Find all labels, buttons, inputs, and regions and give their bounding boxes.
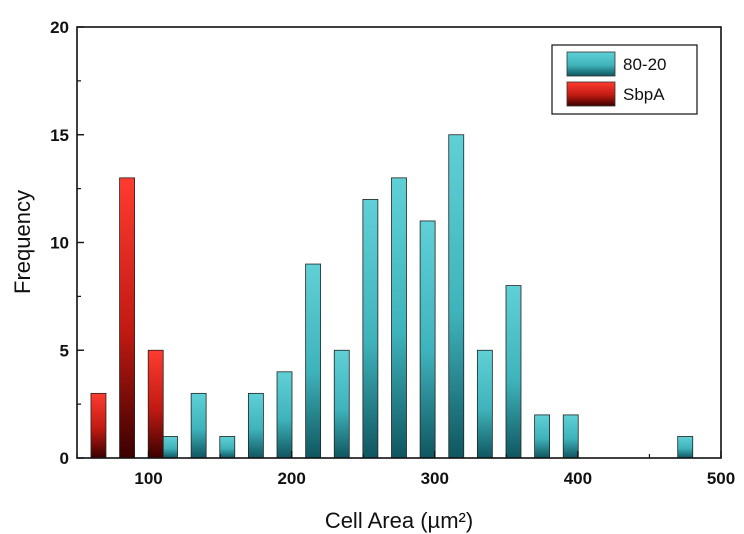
bars-group: [90, 134, 694, 459]
bar-80-20-375: [534, 414, 551, 459]
x-tick-label-500: 500: [707, 469, 735, 488]
legend-label-sbpa: SbpA: [623, 85, 665, 104]
bar-80-20-195: [276, 371, 293, 459]
legend-swatch-80-20: [566, 51, 616, 77]
bar-80-20-355: [505, 285, 522, 459]
x-axis-title: Cell Area (µm²): [325, 508, 473, 533]
bar-80-20-315: [448, 134, 465, 459]
bar-80-20-275: [391, 177, 407, 459]
bar-80-20-235: [333, 349, 350, 459]
legend: 80-20 SbpA: [551, 44, 698, 115]
bar-80-20-175: [247, 392, 264, 459]
bar-sbpa-85: [119, 177, 135, 459]
bar-80-20-295: [419, 220, 436, 459]
bar-80-20-155: [219, 436, 236, 459]
bar-80-20-475: [677, 436, 694, 459]
bar-sbpa-105: [147, 349, 164, 459]
legend-label-80-20: 80-20: [623, 55, 666, 74]
legend-swatch-sbpa: [566, 81, 616, 107]
x-tick-label-200: 200: [277, 469, 305, 488]
y-axis-title: Frequency: [10, 190, 35, 294]
x-tick-label-300: 300: [421, 469, 449, 488]
y-tick-label-20: 20: [50, 18, 69, 37]
bar-80-20-215: [305, 263, 322, 459]
y-tick-label-10: 10: [50, 234, 69, 253]
ticks-group: 100 200 300 400 500 0 5 10 15 20: [50, 18, 735, 488]
y-tick-label-0: 0: [60, 449, 69, 468]
bar-80-20-135: [190, 392, 207, 459]
bar-80-20-255: [362, 198, 379, 459]
bar-80-20-395: [562, 414, 579, 459]
bar-80-20-115: [162, 436, 178, 459]
bar-80-20-335: [476, 349, 493, 459]
x-tick-label-100: 100: [134, 469, 162, 488]
y-tick-label-5: 5: [60, 341, 69, 360]
y-tick-label-15: 15: [50, 126, 69, 145]
bar-sbpa-65: [90, 392, 107, 459]
x-tick-label-400: 400: [564, 469, 592, 488]
